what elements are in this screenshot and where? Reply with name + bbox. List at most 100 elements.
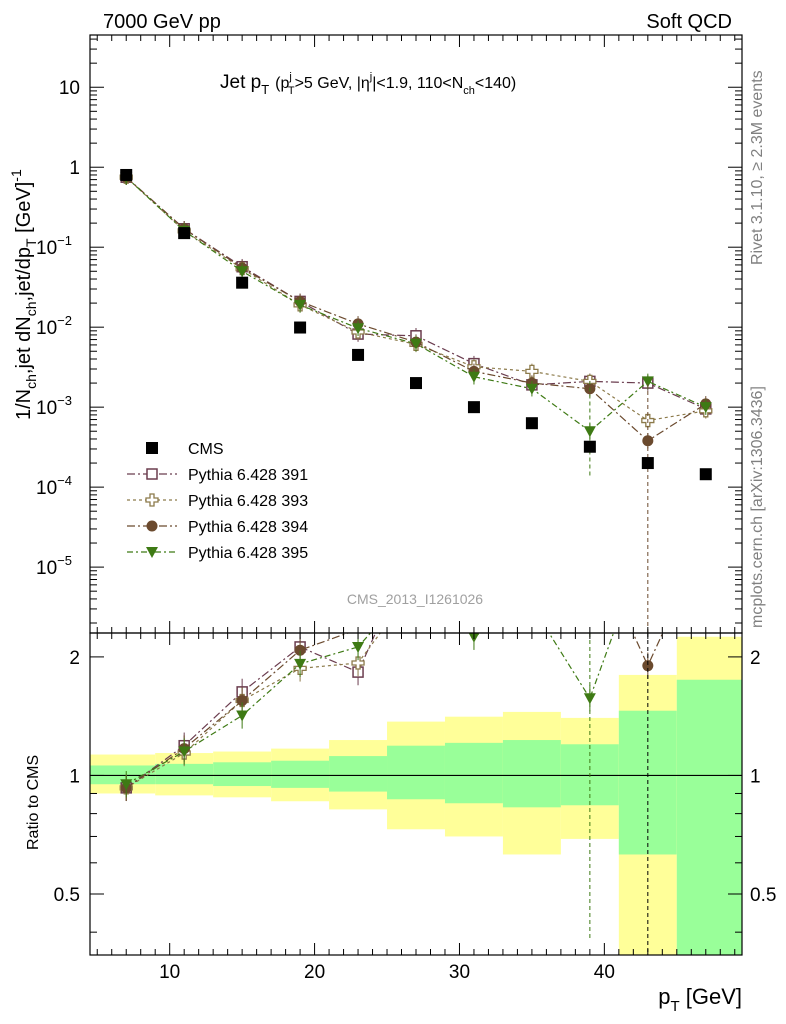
- main-line-1: [125, 176, 706, 422]
- main-y-tick-label-3: 10−2: [36, 313, 72, 339]
- ratio-point-3: [178, 746, 191, 758]
- green-band-1: [155, 763, 214, 785]
- ratio-point-3: [352, 641, 365, 653]
- main-point-3: [641, 376, 654, 388]
- green-band-5: [387, 745, 445, 800]
- ratio-uncertainty-bands: [90, 636, 742, 955]
- y-label-unit: [GeV]: [13, 182, 35, 239]
- legend-label-1: Pythia 6.428 391: [188, 467, 308, 484]
- cms-point: [352, 348, 365, 361]
- cms-point: [120, 168, 133, 181]
- y-label-part-3: ,jet/dp: [13, 247, 35, 301]
- green-band-4: [329, 756, 388, 792]
- legend-label-4: Pythia 6.428 395: [188, 545, 308, 562]
- main-point-3: [699, 402, 712, 414]
- y-label-sub-3: T: [23, 238, 39, 247]
- plot-title-main: Jet p: [220, 72, 261, 93]
- cms-point: [410, 377, 422, 390]
- legend: CMS Pythia 6.428 391 Pythia 6.428 393 Pythi…: [127, 441, 308, 562]
- x-label-sub: T: [670, 998, 679, 1015]
- x-tick-label-3: 40: [594, 962, 615, 983]
- y-label-sub-1: ch: [23, 374, 39, 389]
- plot-title-sub-t2: T: [288, 85, 295, 97]
- plot-title-end: <140): [475, 75, 516, 92]
- cms-point: [525, 417, 538, 430]
- legend-marker-4: [146, 547, 158, 558]
- legend-marker-3: [146, 520, 158, 532]
- legend-marker-2: [145, 493, 159, 507]
- ratio-y-tick-label-right-1: 1: [750, 766, 761, 787]
- ratio-y-tick-label-2: 0.5: [54, 885, 80, 906]
- plot-title-gt5: >5 GeV, |η: [295, 75, 370, 92]
- rivet-label: Rivet 3.1.10, ≥ 2.3M events: [749, 70, 766, 265]
- main-point-1: [525, 364, 539, 379]
- ratio-series: [119, 633, 664, 955]
- ratio-line-0: [125, 633, 377, 789]
- ratio-y-tick-label-0: 2: [69, 648, 80, 669]
- cms-point: [467, 401, 480, 414]
- cms-point: [641, 457, 654, 470]
- cms-point: [583, 440, 596, 453]
- main-point-3: [467, 371, 480, 383]
- main-y-tick-label-5: 10−4: [36, 473, 72, 499]
- green-band-10: [676, 679, 742, 955]
- main-y-tick-label-2: 10−1: [36, 233, 72, 259]
- legend-marker-0: [146, 442, 158, 454]
- ratio-point-3: [294, 658, 307, 670]
- header-left: 7000 GeV pp: [103, 11, 221, 33]
- green-band-6: [444, 742, 503, 804]
- mcplots-label: mcplots.cern.ch [arXiv:1306.3436]: [749, 386, 766, 628]
- ratio-point-3: [236, 710, 249, 722]
- legend-label-2: Pythia 6.428 393: [188, 493, 308, 510]
- legend-marker-1: [146, 468, 158, 480]
- plot-title-rest: |<1.9, 110<N: [372, 75, 463, 92]
- main-y-tick-label-4: 10−3: [36, 393, 72, 419]
- ratio-point-1: [351, 656, 365, 670]
- x-label-unit: [GeV]: [680, 984, 742, 1009]
- y-label-part-1: 1/N: [13, 389, 35, 420]
- main-y-tick-label-0: 10: [59, 78, 80, 99]
- header-right: Soft QCD: [646, 11, 732, 33]
- plot-title-sub-ch: ch: [463, 85, 475, 97]
- y-label-part-2: ,jet dN: [13, 316, 35, 374]
- main-y-axis-label: 1/Nch,jet dNch,jet/dpT [GeV]-1: [8, 169, 39, 420]
- main-point-3: [352, 323, 365, 335]
- plot-title-sup-j2: j: [369, 71, 372, 83]
- x-tick-label-0: 10: [159, 962, 180, 983]
- ratio-y-tick-label-1: 1: [69, 766, 80, 787]
- main-point-3: [410, 338, 422, 350]
- plot-title-paren: (p: [275, 75, 289, 92]
- x-tick-label-2: 30: [449, 962, 470, 983]
- ratio-y-tick-label-right-0: 2: [750, 648, 761, 669]
- ratio-point-3: [120, 779, 133, 791]
- cms-point: [178, 227, 191, 240]
- main-point-3: [294, 299, 307, 311]
- ratio-point-2: [294, 644, 306, 656]
- legend-label-3: Pythia 6.428 394: [188, 519, 308, 536]
- plot-title-sup-j: j: [288, 71, 291, 83]
- cms-point: [699, 468, 712, 481]
- axes: 10 20 30 40 10 1 10−1 10−2 10−3 10−4 10−5 2 2 1 1 0.5 0.…: [36, 35, 776, 983]
- main-point-3: [236, 266, 249, 278]
- green-band-7: [502, 740, 561, 808]
- main-point-3: [525, 383, 538, 395]
- plot-title-sub: T: [261, 82, 269, 97]
- main-series: [119, 168, 713, 633]
- cms-point: [236, 276, 249, 289]
- legend-label-0: CMS: [188, 441, 224, 458]
- y-label-sub-2: ch: [23, 301, 39, 316]
- green-band-2: [213, 762, 272, 787]
- ratio-y-axis-label: Ratio to CMS: [25, 755, 42, 850]
- analysis-watermark: CMS_2013_I1261026: [347, 591, 483, 607]
- y-label-sup: -1: [8, 169, 24, 182]
- x-axis-label: pT [GeV]: [658, 984, 742, 1015]
- main-line-3: [125, 176, 707, 432]
- green-band-3: [271, 760, 330, 788]
- cms-point: [294, 321, 307, 334]
- main-y-tick-label-1: 1: [69, 158, 80, 179]
- ratio-point-2: [236, 694, 248, 706]
- x-label-p: p: [658, 984, 670, 1009]
- ratio-y-tick-label-right-2: 0.5: [750, 885, 776, 906]
- plot-title: Jet pT (pj T>5 GeV, |ηj|<1.9, 110<Nch<140): [220, 71, 516, 97]
